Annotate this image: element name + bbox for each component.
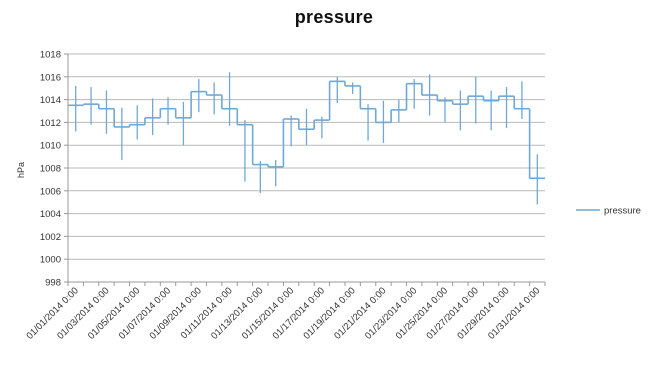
legend-label-pressure: pressure — [604, 206, 641, 217]
x-tick-label-0: 01/01/2014 0:00 — [24, 285, 80, 341]
y-tick-label-1010: 1010 — [40, 141, 61, 152]
y-tick-label-1000: 1000 — [40, 255, 61, 266]
y-tick-label-1002: 1002 — [40, 232, 61, 243]
axes: 998 1000 1002 1004 1006 1008 1010 1012 1014 1016 1… — [24, 50, 546, 342]
legend: pressure — [576, 206, 641, 217]
y-tick-label-998: 998 — [45, 278, 61, 289]
gridlines — [68, 53, 545, 283]
y-tick-label-1006: 1006 — [40, 186, 61, 197]
y-axis-label: hPa — [16, 162, 26, 178]
y-tick-label-1008: 1008 — [40, 164, 61, 175]
y-tick-label-1004: 1004 — [40, 209, 61, 220]
chart-title: pressure — [294, 7, 374, 27]
y-tick-label-1018: 1018 — [40, 50, 61, 61]
y-tick-label-1012: 1012 — [40, 118, 61, 129]
pressure-series — [68, 72, 545, 205]
y-tick-label-1014: 1014 — [40, 95, 61, 106]
y-tick-label-1016: 1016 — [40, 72, 61, 83]
